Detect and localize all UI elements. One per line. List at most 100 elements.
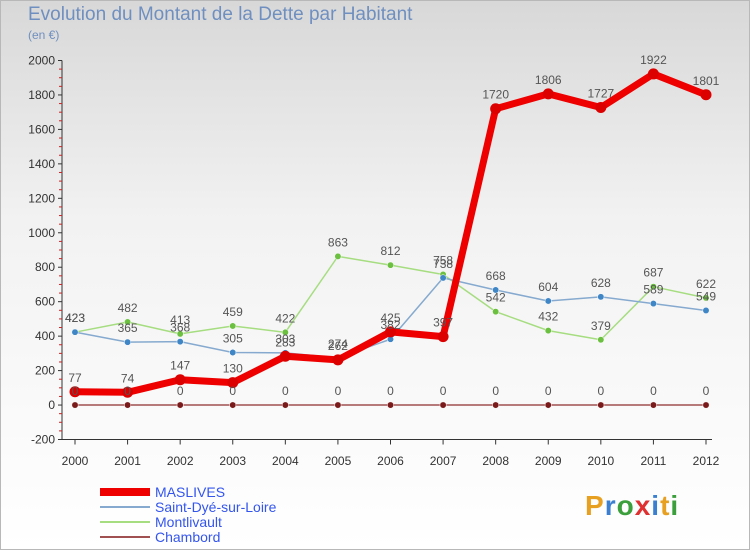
data-point — [595, 102, 607, 114]
data-label: 1801 — [693, 74, 720, 88]
data-point — [124, 401, 132, 409]
data-point — [281, 401, 289, 409]
data-label: 0 — [650, 384, 657, 398]
x-tick-label: 2001 — [114, 454, 141, 468]
x-tick-label: 2005 — [325, 454, 352, 468]
data-point — [544, 297, 552, 305]
data-label: 0 — [492, 384, 499, 398]
y-tick-label: 0 — [48, 398, 55, 412]
data-label: 1720 — [482, 88, 509, 102]
data-label: 1727 — [587, 87, 614, 101]
data-label: 423 — [65, 311, 85, 325]
x-tick-label: 2010 — [587, 454, 614, 468]
chart-title: Evolution du Montant de la Dette par Hab… — [28, 4, 413, 25]
data-label: 0 — [597, 384, 604, 398]
data-point — [649, 300, 657, 308]
data-point — [647, 68, 659, 80]
chart-unit: (en €) — [28, 28, 60, 42]
x-tick-label: 2003 — [219, 454, 246, 468]
data-label: 0 — [229, 384, 236, 398]
x-tick-label: 2002 — [167, 454, 194, 468]
data-point — [544, 327, 552, 335]
logo-letter: o — [616, 490, 635, 521]
data-point — [229, 349, 237, 356]
data-point — [281, 328, 289, 336]
data-label: 382 — [380, 318, 400, 332]
data-point — [334, 401, 342, 409]
data-point — [174, 374, 186, 386]
x-tick-label: 2009 — [535, 454, 562, 468]
data-label: 0 — [177, 384, 184, 398]
x-tick-label: 2012 — [693, 454, 720, 468]
proxiti-logo: Proxiti — [585, 490, 679, 522]
data-label: 74 — [121, 371, 135, 385]
x-tick-label: 2007 — [430, 454, 457, 468]
data-label: 303 — [275, 332, 295, 346]
data-label: 542 — [486, 291, 506, 305]
y-tick-label: 1600 — [28, 122, 55, 136]
data-label: 147 — [170, 359, 190, 373]
data-label: 283 — [275, 335, 295, 349]
data-label: 365 — [118, 321, 138, 335]
data-point — [176, 338, 184, 346]
data-label: 549 — [696, 289, 716, 303]
data-point — [597, 336, 605, 344]
data-point — [122, 386, 134, 398]
y-tick-label: 2000 — [28, 54, 55, 68]
data-point — [492, 401, 500, 409]
data-point — [334, 252, 342, 260]
x-tick-label: 2004 — [272, 454, 299, 468]
data-point — [385, 326, 396, 338]
data-label: 305 — [223, 332, 243, 346]
data-label: 423 — [65, 311, 85, 325]
data-point — [702, 307, 710, 314]
logo-letter: i — [651, 490, 661, 521]
data-point — [597, 293, 605, 301]
data-point — [597, 401, 605, 409]
data-label: 368 — [170, 321, 190, 335]
data-point — [492, 286, 500, 294]
data-point — [279, 350, 291, 362]
data-point — [542, 88, 554, 100]
data-label: 812 — [380, 244, 400, 258]
data-label: 77 — [68, 371, 82, 385]
data-label: 130 — [223, 362, 243, 376]
data-label: 863 — [328, 235, 348, 249]
data-point — [387, 261, 394, 269]
data-point — [702, 401, 710, 409]
data-label: 628 — [591, 276, 611, 290]
data-label: 432 — [538, 310, 558, 324]
data-point — [439, 401, 447, 409]
data-label: 622 — [696, 277, 716, 291]
data-point — [124, 318, 132, 326]
data-label: 0 — [335, 384, 342, 398]
y-tick-label: 200 — [35, 364, 55, 378]
data-label: 0 — [124, 384, 131, 398]
data-label: 604 — [538, 280, 558, 294]
data-point — [649, 401, 657, 409]
data-point — [176, 330, 184, 338]
y-tick-label: 600 — [35, 295, 55, 309]
logo-letter: P — [585, 490, 605, 521]
data-label: 0 — [72, 384, 79, 398]
y-tick-label: 1200 — [28, 191, 55, 205]
legend-label: Chambord — [155, 529, 220, 545]
data-point — [649, 283, 657, 291]
data-label: 1806 — [535, 73, 562, 87]
data-label: 0 — [387, 384, 394, 398]
legend-label: MASLIVES — [155, 484, 225, 500]
logo-letter: i — [670, 490, 680, 521]
data-point — [332, 354, 344, 366]
data-point — [387, 401, 394, 409]
data-label: 459 — [223, 305, 243, 319]
data-label: 379 — [591, 319, 611, 333]
data-point — [700, 89, 712, 101]
data-label: 0 — [545, 384, 552, 398]
x-tick-label: 2011 — [641, 454, 667, 468]
y-tick-label: -200 — [31, 433, 55, 447]
data-label: 482 — [118, 301, 138, 315]
data-label: 738 — [433, 257, 453, 271]
data-point — [544, 401, 552, 409]
data-point — [229, 401, 237, 409]
data-point — [124, 338, 132, 346]
